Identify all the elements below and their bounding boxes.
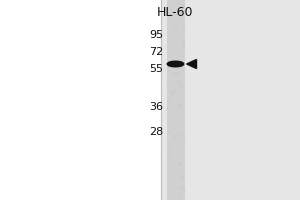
Text: 55: 55 xyxy=(149,64,164,74)
Bar xyxy=(167,0,184,200)
Ellipse shape xyxy=(167,61,184,67)
Polygon shape xyxy=(187,60,196,68)
Text: 95: 95 xyxy=(149,30,164,40)
Text: HL-60: HL-60 xyxy=(157,5,194,19)
Text: 28: 28 xyxy=(149,127,164,137)
Text: 36: 36 xyxy=(149,102,164,112)
Text: 72: 72 xyxy=(149,47,164,57)
Bar xyxy=(160,0,300,200)
